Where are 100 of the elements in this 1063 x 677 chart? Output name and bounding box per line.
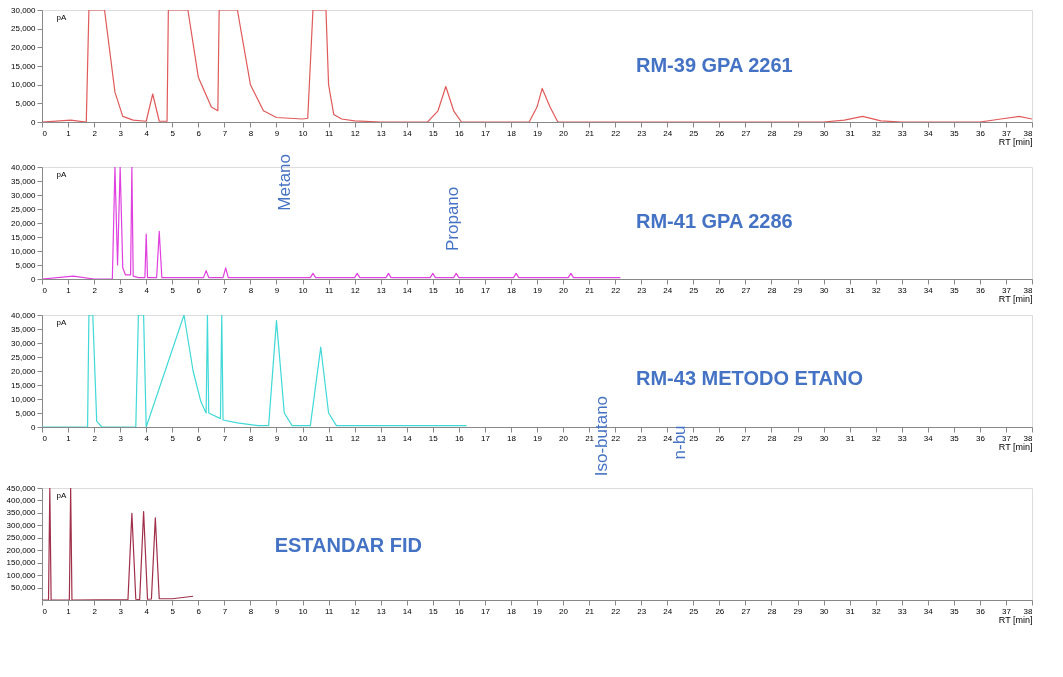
y-tick-label: 150,000 [6,558,37,568]
y-tick-label: 20,000 [11,366,37,376]
x-tick-label: 11 [324,285,334,295]
y-tick-label: 10,000 [11,80,37,90]
x-tick-label: 19 [533,433,543,443]
x-tick-label: 7 [222,285,228,295]
x-tick-label: 29 [793,285,804,295]
x-tick-label: 37 [1001,606,1012,616]
x-tick-label: 1 [66,128,72,138]
x-tick-label: 28 [767,433,777,443]
x-tick-label: 0 [42,285,48,295]
x-tick-label: 34 [923,285,934,295]
x-tick-label: 35 [949,285,960,295]
x-tick-label: 10 [298,128,309,138]
y-axis-title: pA [56,317,67,327]
x-tick-label: 11 [324,606,334,616]
y-axis-title: pA [56,490,67,500]
y-tick-label: 35,000 [11,176,37,186]
y-tick-label: 50,000 [11,583,37,593]
x-tick-label: 14 [402,128,413,138]
x-tick-label: 1 [66,433,72,443]
x-tick-label: 26 [715,285,725,295]
x-tick-label: 1 [66,606,72,616]
x-tick-label: 32 [871,128,882,138]
x-tick-label: 19 [533,606,543,616]
y-tick-label: 30,000 [11,5,37,15]
y-tick-label: 30,000 [11,190,37,200]
x-tick-label: 29 [793,606,804,616]
x-tick-label: 33 [897,606,908,616]
x-tick-label: 4 [144,128,150,138]
x-tick-label: 20 [559,128,569,138]
x-tick-label: 31 [845,433,856,443]
y-tick-label: 40,000 [11,162,37,172]
x-tick-label: 37 [1001,285,1012,295]
x-tick-label: 11 [324,433,334,443]
text: RM-39 GPA 2261 [636,54,793,76]
x-tick-label: 28 [767,285,777,295]
x-tick-label: 31 [845,285,856,295]
x-tick-label: 4 [144,606,150,616]
x-tick-label: 14 [402,433,413,443]
x-tick-label: 33 [897,285,908,295]
x-tick-label: 9 [274,606,280,616]
x-tick-label: 13 [376,433,387,443]
x-tick-label: 5 [170,285,176,295]
x-tick-label: 12 [350,128,361,138]
x-tick-label: 15 [428,285,439,295]
x-tick-label: 13 [376,128,387,138]
x-tick-label: 23 [637,285,647,295]
y-tick-label: 200,000 [6,545,37,555]
x-tick-label: 16 [454,128,465,138]
x-tick-label: 17 [480,285,491,295]
x-tick-label: 7 [222,433,228,443]
x-tick-label: 35 [949,606,960,616]
x-tick-label: 18 [506,433,517,443]
y-tick-label: 5,000 [15,260,37,270]
x-tick-label: 34 [923,433,934,443]
x-tick-label: 21 [585,606,595,616]
x-tick-label: 38 [1023,128,1034,138]
x-tick-label: 38 [1023,606,1034,616]
x-tick-label: 25 [689,285,699,295]
x-tick-label: 12 [350,433,361,443]
x-tick-label: 9 [274,285,280,295]
y-tick-label: 100,000 [6,570,37,580]
y-tick-label: 25,000 [11,204,37,214]
x-tick-label: 2 [92,285,98,295]
x-tick-label: 1 [66,285,72,295]
x-tick-label: 28 [767,606,777,616]
x-tick-label: 18 [506,128,517,138]
y-tick-label: 25,000 [11,24,37,34]
x-tick-label: 28 [767,128,777,138]
x-tick-label: 3 [118,285,124,295]
text: RM-41 GPA 2286 [636,209,793,232]
x-tick-label: 32 [871,606,882,616]
y-tick-label: 0 [31,274,37,284]
x-tick-label: 32 [871,433,882,443]
x-tick-label: 24 [663,128,673,138]
x-tick-label: 7 [222,606,228,616]
x-tick-label: 31 [845,128,856,138]
x-tick-label: 22 [611,606,621,616]
x-tick-label: 30 [819,606,830,616]
x-tick-label: 24 [663,433,673,443]
x-tick-label: 37 [1001,433,1012,443]
x-tick-label: 38 [1023,433,1034,443]
x-tick-label: 38 [1023,285,1034,295]
x-tick-label: 17 [480,606,491,616]
x-tick-label: 25 [689,606,699,616]
y-tick-label: 15,000 [11,380,37,390]
x-tick-label: 5 [170,433,176,443]
x-tick-label: 30 [819,285,830,295]
x-tick-label: 35 [949,433,960,443]
x-tick-label: 23 [637,433,647,443]
annotation: Metano [274,153,294,211]
x-tick-label: 14 [402,285,413,295]
x-tick-label: 36 [975,128,986,138]
x-tick-label: 16 [454,285,465,295]
y-tick-label: 10,000 [11,394,37,404]
text: RM-43 METODO ETANO [636,366,864,389]
x-tick-label: 22 [611,128,621,138]
x-tick-label: 26 [715,433,725,443]
x-axis-title: RT [min] [998,136,1033,147]
